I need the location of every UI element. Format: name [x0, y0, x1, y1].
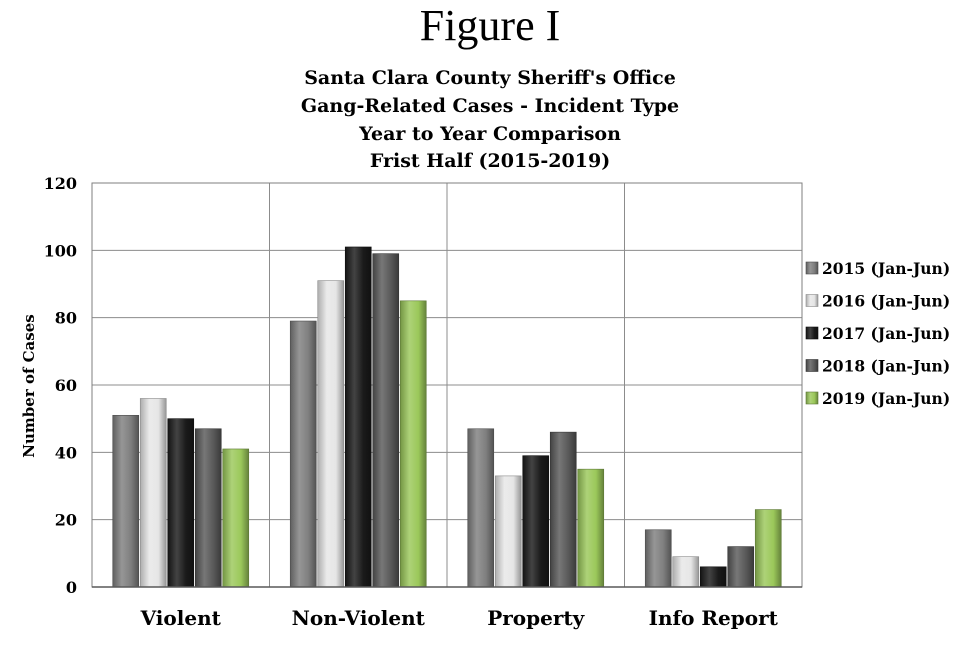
bar — [467, 428, 495, 588]
y-tick-label: 0 — [66, 578, 77, 597]
bar — [522, 455, 550, 588]
legend-swatch — [805, 391, 819, 405]
x-tick-label: Non-Violent — [292, 606, 426, 630]
y-tick-label: 100 — [44, 241, 77, 260]
legend-swatch — [805, 326, 819, 340]
bar — [399, 300, 427, 588]
legend: 2015 (Jan-Jun) 2016 (Jan-Jun) 2017 (Jan-Ju… — [805, 259, 950, 408]
chart-title-line-3: Year to Year Comparison — [358, 123, 621, 145]
x-tick-labels: Violent Non-Violent Property Info Report — [140, 606, 779, 630]
legend-label: 2019 (Jan-Jun) — [822, 389, 950, 408]
y-tick-label: 60 — [55, 376, 77, 395]
bar — [549, 431, 577, 588]
axes — [91, 182, 803, 588]
chart-title-line-4: Frist Half (2015-2019) — [370, 150, 610, 172]
y-tick-labels: 0 20 40 60 80 100 120 — [44, 174, 77, 597]
chart-title: Santa Clara County Sheriff's Office Gang… — [301, 67, 679, 172]
bar — [727, 546, 755, 588]
bars — [112, 246, 782, 588]
bar — [317, 280, 345, 588]
legend-label: 2018 (Jan-Jun) — [822, 357, 950, 376]
bar — [344, 246, 372, 588]
bar — [672, 556, 700, 588]
legend-swatch — [805, 359, 819, 372]
y-tick-label: 40 — [55, 443, 77, 462]
figure-title: Figure I — [420, 1, 561, 50]
bar — [194, 428, 222, 588]
bar — [754, 509, 782, 588]
bar — [699, 566, 727, 588]
y-tick-label: 120 — [44, 174, 77, 193]
bar — [494, 475, 522, 588]
bar — [112, 414, 140, 588]
x-tick-label: Violent — [140, 606, 222, 630]
chart-title-line-1: Santa Clara County Sheriff's Office — [304, 67, 676, 89]
legend-swatch — [805, 261, 819, 275]
y-tick-label: 80 — [55, 309, 77, 328]
bar — [644, 529, 672, 588]
y-axis-label: Number of Cases — [20, 314, 38, 457]
x-tick-label: Info Report — [649, 606, 779, 630]
x-tick-label: Property — [487, 606, 585, 630]
y-tick-label: 20 — [55, 511, 77, 530]
bar — [222, 448, 250, 588]
chart-title-line-2: Gang-Related Cases - Incident Type — [301, 95, 679, 117]
legend-label: 2016 (Jan-Jun) — [822, 292, 950, 311]
bar — [167, 418, 195, 588]
bar — [289, 320, 317, 588]
legend-label: 2015 (Jan-Jun) — [822, 259, 950, 278]
bar — [139, 398, 167, 588]
legend-swatch — [805, 294, 819, 307]
legend-label: 2017 (Jan-Jun) — [822, 324, 950, 343]
bar — [577, 468, 605, 588]
bar — [372, 253, 400, 588]
